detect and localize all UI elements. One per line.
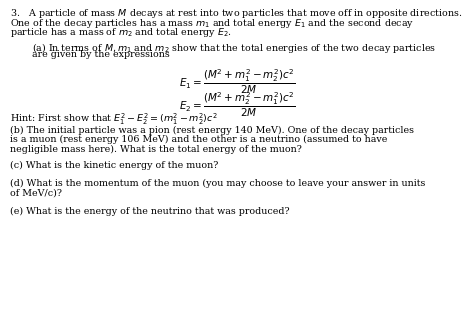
Text: are given by the expressions: are given by the expressions — [32, 50, 170, 59]
Text: $E_2 = \dfrac{(M^2+m_2^2-m_1^2)c^2}{2M}$: $E_2 = \dfrac{(M^2+m_2^2-m_1^2)c^2}{2M}$ — [179, 91, 295, 119]
Text: (c) What is the kinetic energy of the muon?: (c) What is the kinetic energy of the mu… — [10, 161, 219, 170]
Text: (e) What is the energy of the neutrino that was produced?: (e) What is the energy of the neutrino t… — [10, 206, 290, 215]
Text: 3.   A particle of mass $M$ decays at rest into two particles that move off in o: 3. A particle of mass $M$ decays at rest… — [10, 7, 463, 20]
Text: (d) What is the momentum of the muon (you may choose to leave your answer in uni: (d) What is the momentum of the muon (yo… — [10, 179, 426, 188]
Text: particle has a mass of $m_2$ and total energy $E_2$.: particle has a mass of $m_2$ and total e… — [10, 26, 232, 39]
Text: of MeV/c)?: of MeV/c)? — [10, 188, 63, 197]
Text: is a muon (rest energy 106 MeV) and the other is a neutrino (assumed to have: is a muon (rest energy 106 MeV) and the … — [10, 135, 388, 144]
Text: Hint: First show that $E_1^2 - E_2^2 = (m_1^2 - m_2^2)c^2$: Hint: First show that $E_1^2 - E_2^2 = (… — [10, 112, 219, 127]
Text: negligible mass here). What is the total energy of the muon?: negligible mass here). What is the total… — [10, 145, 302, 154]
Text: (a) In terms of $M, m_1$ and $m_2$ show that the total energies of the two decay: (a) In terms of $M, m_1$ and $m_2$ show … — [32, 41, 437, 55]
Text: (b) The initial particle was a pion (rest energy 140 MeV). One of the decay part: (b) The initial particle was a pion (res… — [10, 126, 414, 135]
Text: One of the decay particles has a mass $m_1$ and total energy $E_1$ and the secon: One of the decay particles has a mass $m… — [10, 17, 415, 30]
Text: $E_1 = \dfrac{(M^2+m_1^2-m_2^2)c^2}{2M}$: $E_1 = \dfrac{(M^2+m_1^2-m_2^2)c^2}{2M}$ — [179, 68, 295, 96]
